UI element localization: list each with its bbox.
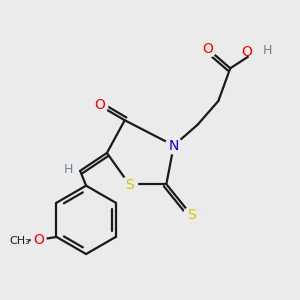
Circle shape [166,137,182,154]
Text: H: H [64,163,73,176]
Text: H: H [263,44,272,57]
Circle shape [200,40,216,57]
Circle shape [31,232,46,247]
Circle shape [183,207,200,224]
Circle shape [11,232,28,249]
Circle shape [248,43,266,61]
Text: O: O [242,45,253,59]
Text: CH₃: CH₃ [9,236,30,245]
Circle shape [62,163,75,176]
Text: N: N [169,139,179,152]
Text: O: O [33,233,44,247]
Text: O: O [94,98,105,112]
Circle shape [91,97,108,114]
Text: O: O [202,42,213,56]
Text: S: S [125,178,134,192]
Text: S: S [187,208,196,222]
Circle shape [121,177,137,194]
